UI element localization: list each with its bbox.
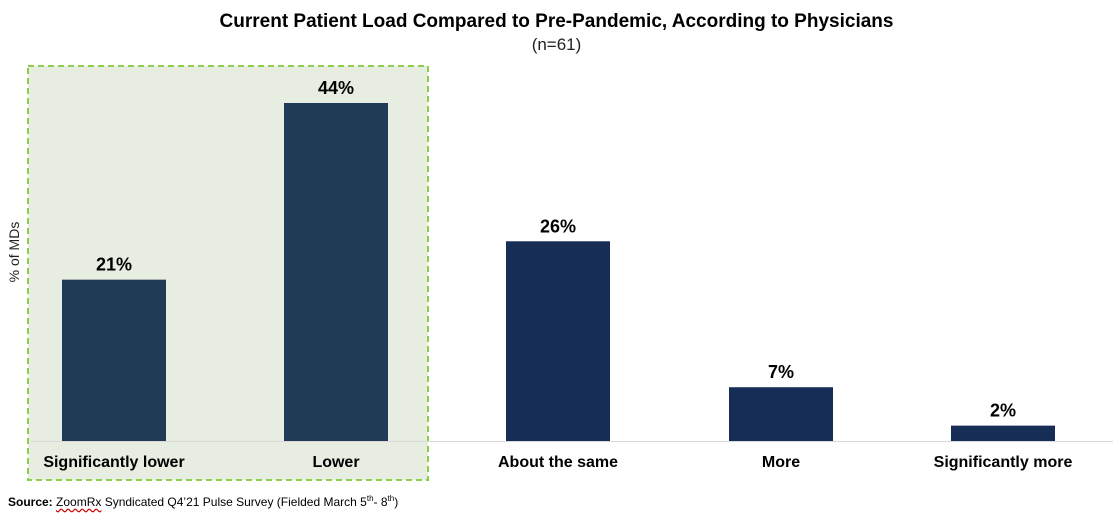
bar-more <box>729 387 833 441</box>
bar-significantly-lower <box>62 279 166 441</box>
source-note: Source: ZoomRx Syndicated Q4’21 Pulse Su… <box>8 494 398 509</box>
source-label: Source: <box>8 495 53 509</box>
x-tick-label-lower: Lower <box>312 454 359 471</box>
chart-subtitle: (n=61) <box>531 35 582 54</box>
data-label-lower: 44% <box>318 78 354 98</box>
data-label-more: 7% <box>768 362 794 382</box>
source-sup-b: th <box>387 494 395 503</box>
source-name: ZoomRx <box>56 495 102 509</box>
x-tick-label-about-the-same: About the same <box>498 454 618 471</box>
data-label-significantly-lower: 21% <box>96 255 132 275</box>
source-text-c: ) <box>394 495 399 509</box>
x-tick-label-more: More <box>762 454 800 471</box>
bar-significantly-more <box>951 425 1055 441</box>
bar-lower <box>284 103 388 441</box>
source-text-a: Syndicated Q4’21 Pulse Survey (Fielded M… <box>101 495 367 509</box>
x-tick-label-significantly-more: Significantly more <box>934 454 1073 471</box>
chart-title-block: Current Patient Load Compared to Pre-Pan… <box>0 10 1113 56</box>
x-tick-label-significantly-lower: Significantly lower <box>43 454 184 471</box>
data-label-significantly-more: 2% <box>990 401 1016 421</box>
source-text-b: - 8 <box>373 495 388 509</box>
source-sup-a: th <box>366 494 374 503</box>
data-label-about-the-same: 26% <box>540 216 576 236</box>
chart-title: Current Patient Load Compared to Pre-Pan… <box>219 11 894 32</box>
bar-about-the-same <box>506 241 610 441</box>
